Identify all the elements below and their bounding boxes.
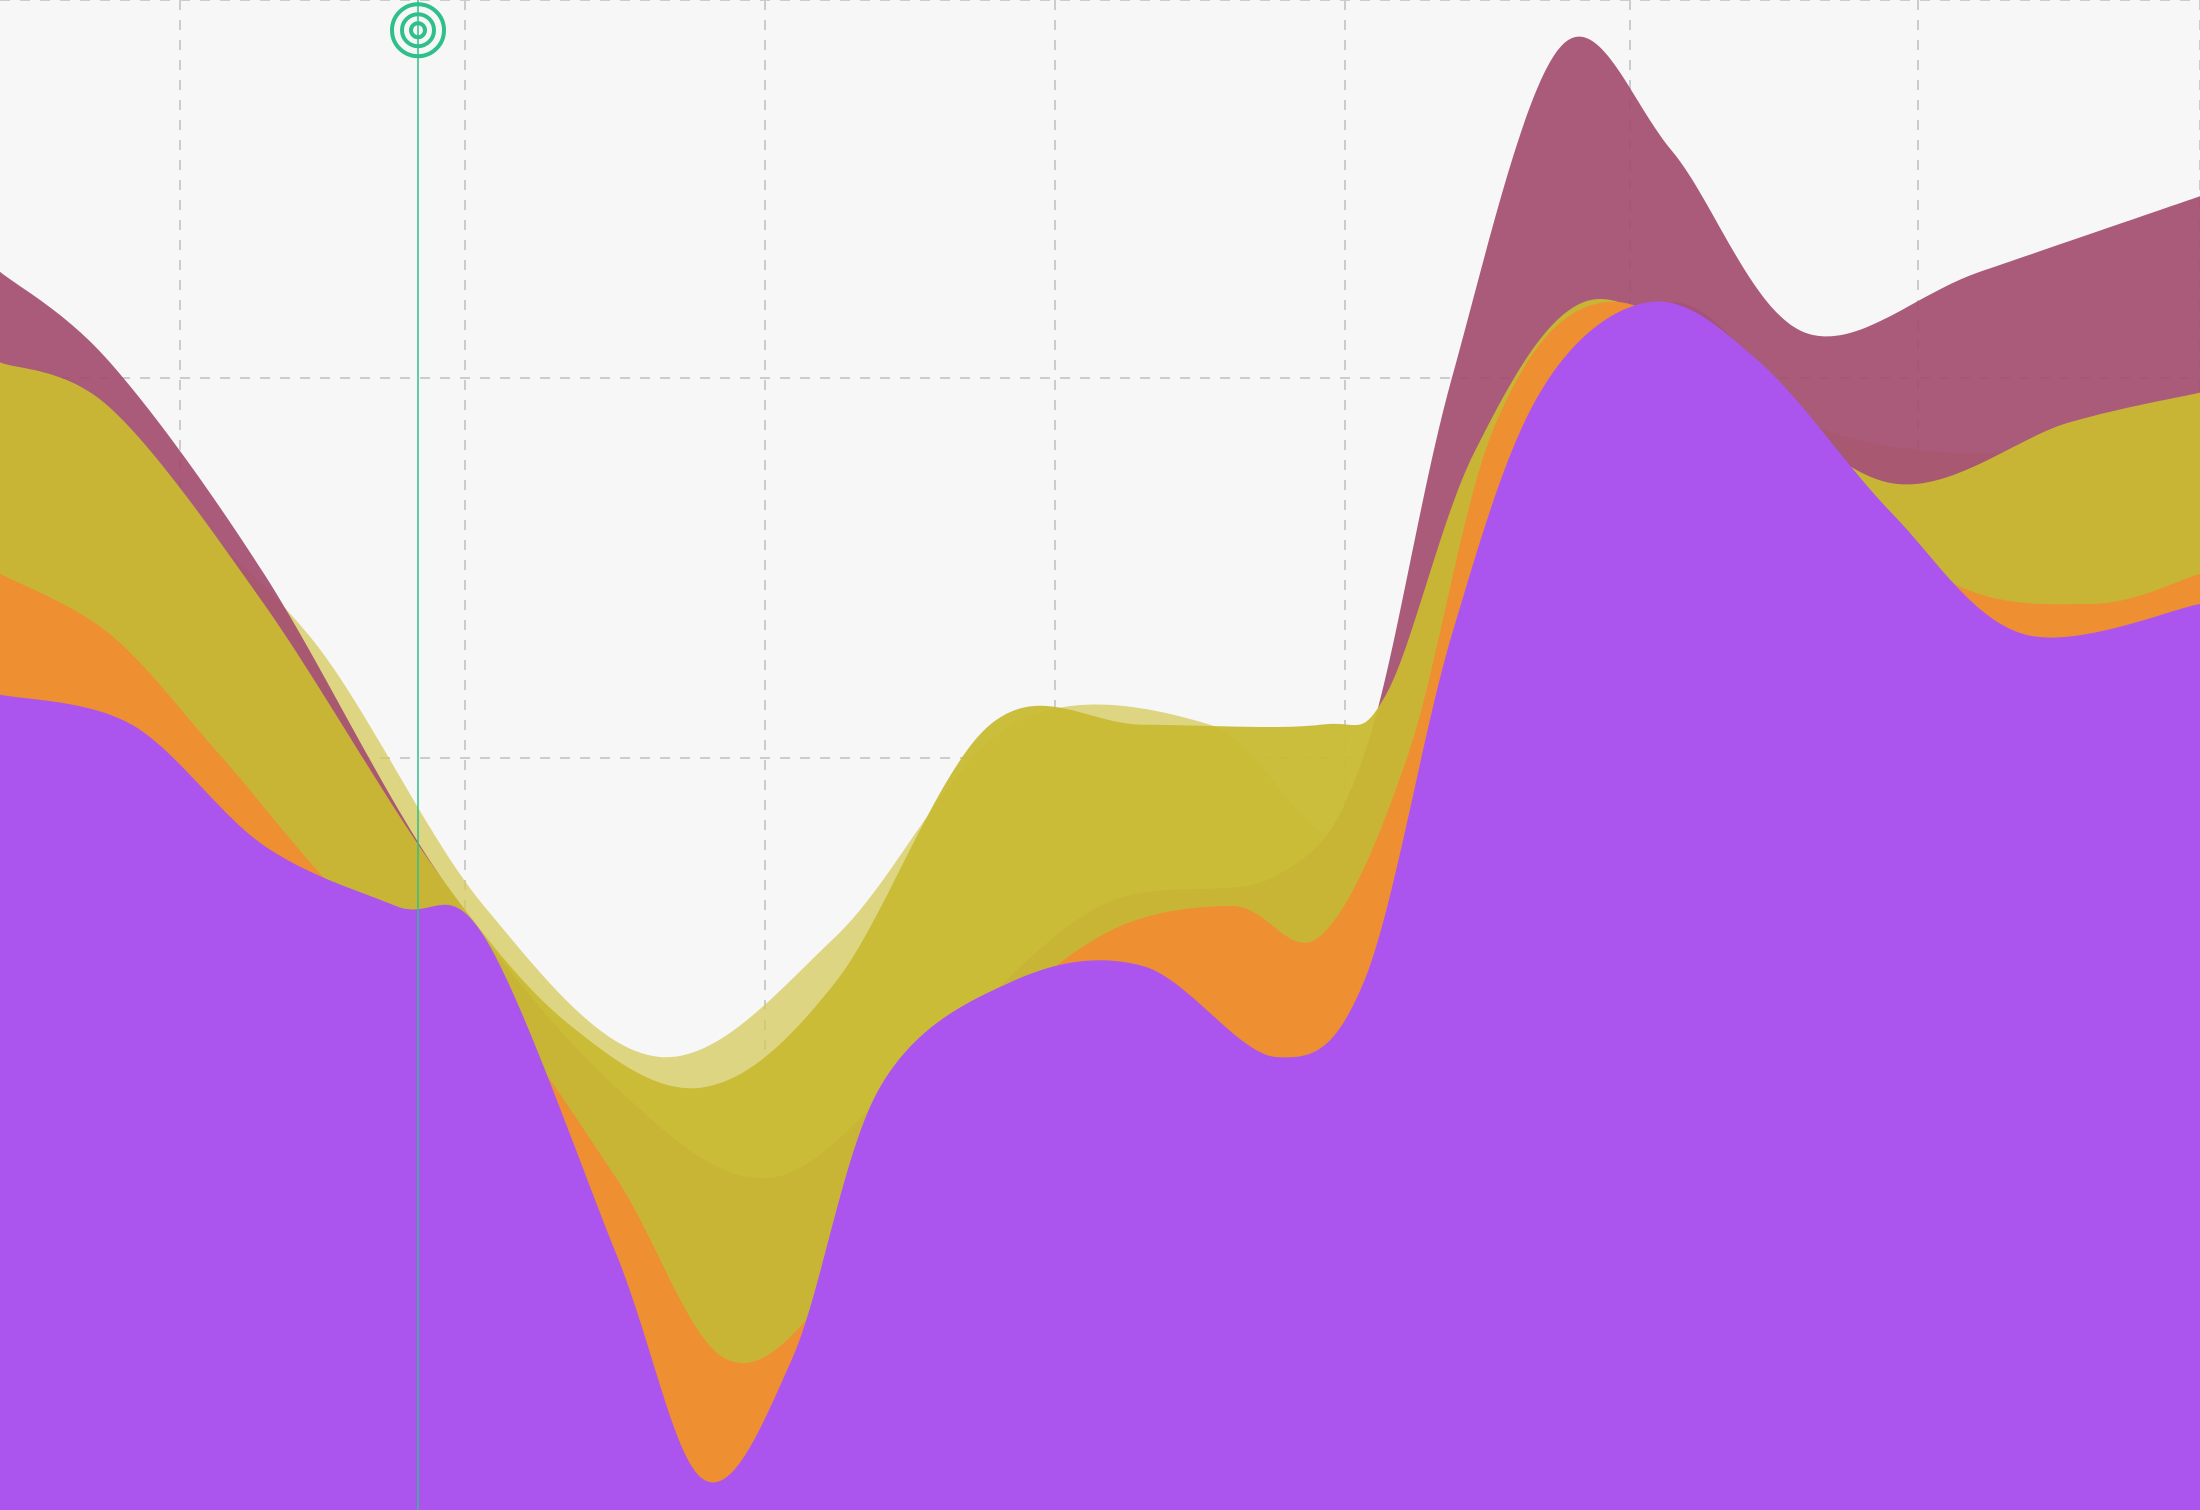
chart-canvas	[0, 0, 2200, 1510]
area-chart[interactable]	[0, 0, 2200, 1510]
